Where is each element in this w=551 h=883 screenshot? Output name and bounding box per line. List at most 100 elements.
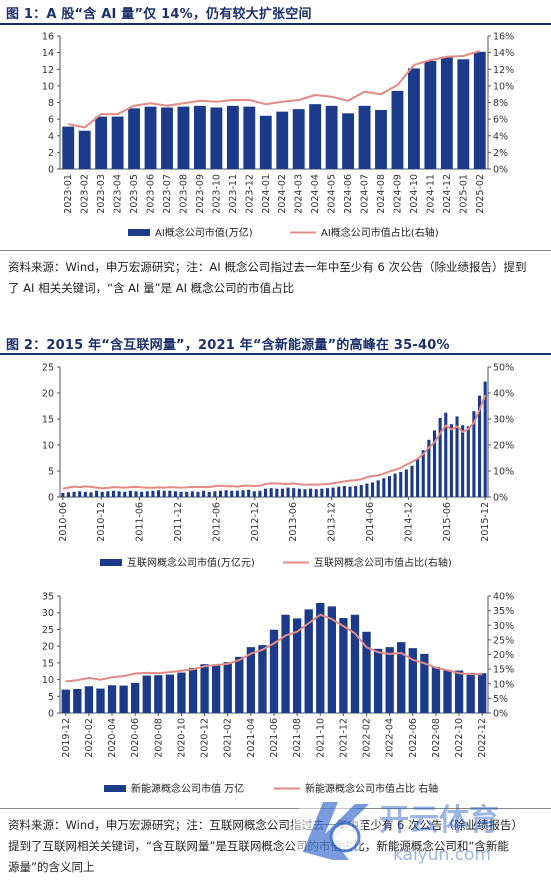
share-line: [62, 394, 487, 490]
x-tick-label: 2025-02: [475, 174, 486, 214]
x-tick-label: 2020-08: [153, 718, 164, 758]
figure-2-note-line-3: 源量”的含义同上: [8, 860, 95, 874]
bar: [292, 488, 296, 497]
bar: [399, 472, 403, 497]
bar: [119, 685, 128, 713]
legend-bar-swatch: [100, 559, 122, 566]
y-tick-label-right: 20%: [493, 650, 514, 661]
bar: [84, 686, 94, 713]
x-tick-label: 2022-04: [385, 718, 396, 758]
bar: [444, 412, 448, 497]
bar: [269, 629, 279, 713]
bar: [461, 425, 465, 497]
figure-1-note-line-2: 了 AI 相关关键词，“含 AI 量”是 AI 概念公司的市值占比: [8, 281, 295, 295]
x-tick-label: 2021-02: [223, 718, 234, 758]
x-tick-label: 2015-12: [480, 502, 491, 542]
bar: [472, 411, 476, 497]
bar: [252, 491, 256, 497]
bar: [454, 670, 464, 713]
bar: [173, 491, 177, 497]
share-line: [68, 50, 481, 129]
x-tick-label: 2020-04: [107, 718, 118, 758]
new-energy-chart: 0 5 10 15 20 25 30 35 0% 5% 10% 15% 20% 25% 30% 35% 40% 2…: [42, 592, 514, 796]
bar: [128, 108, 141, 169]
bar: [466, 672, 475, 713]
bar: [111, 116, 124, 169]
bar: [316, 603, 325, 713]
bar: [247, 489, 251, 497]
bar: [438, 417, 442, 497]
bar: [397, 642, 406, 713]
bar: [78, 491, 82, 497]
bar: [387, 476, 391, 497]
bar: [432, 430, 437, 497]
bar: [337, 486, 341, 497]
x-tick-label: 2023-12: [244, 174, 255, 214]
bar: [350, 614, 360, 713]
bar: [431, 666, 441, 713]
bar: [210, 107, 223, 169]
x-tick-label: 2024-04: [310, 174, 321, 214]
y-tick-label-left: 5: [48, 467, 54, 478]
legend-bar-swatch: [128, 229, 150, 236]
y-tick-label-right: 10%: [493, 467, 514, 478]
x-tick-label: 2023-09: [195, 174, 206, 214]
bar: [154, 675, 163, 713]
y-tick-label-right: 2%: [493, 148, 508, 159]
y-tick-label-right: 40%: [493, 592, 514, 603]
figure-2-note-line-1: 资料来源：Wind，申万宏源研究；注：互联网概念公司指过去一年中至少有 6 次公…: [8, 818, 524, 832]
legend-bar-label: 新能源概念公司市值 万亿: [131, 782, 244, 795]
bar: [348, 486, 352, 497]
watermark-logo: 开云体育 kaiyun.com: [292, 794, 499, 866]
ai-chart: 0 2 4 6 8 10 12 14 16 0% 2% 4% 6% 8% 10% 12% 14% 16% 2023-…: [42, 32, 514, 240]
bar: [440, 56, 453, 169]
bar: [275, 488, 279, 497]
figure-1-bottom-rule: [0, 250, 551, 251]
bar: [161, 107, 173, 169]
x-tick-label: 2022-02: [362, 718, 373, 758]
bar: [95, 490, 99, 497]
x-tick-label: 2014-12: [403, 502, 414, 542]
bar: [410, 465, 414, 497]
bar: [177, 672, 186, 713]
x-tick-label: 2010-12: [96, 502, 107, 542]
bar: [427, 439, 431, 497]
bar: [193, 105, 206, 169]
x-tick-label: 2024-10: [409, 174, 420, 214]
x-tick-label: 2024-08: [376, 174, 387, 214]
x-tick-label: 2011-12: [173, 502, 184, 542]
bar: [241, 490, 245, 497]
figure-1-title: 图 1：A 股“含 AI 量”仅 14%，仍有较大扩张空间: [6, 7, 312, 22]
bar: [78, 130, 91, 169]
bar: [407, 68, 420, 169]
bar: [123, 491, 127, 497]
bar: [339, 618, 348, 713]
y-tick-label-left: 0: [48, 493, 54, 504]
y-tick-label-right: 6%: [493, 115, 508, 126]
bar: [165, 674, 175, 713]
bar: [168, 490, 172, 497]
y-tick-label-right: 10%: [493, 679, 514, 690]
bar: [179, 491, 183, 497]
bar: [134, 491, 138, 497]
x-tick-label: 2020-06: [130, 718, 141, 758]
y-tick-label-left: 5: [48, 692, 54, 703]
y-tick-label-left: 6: [48, 115, 54, 126]
x-tick-label: 2022-08: [431, 718, 442, 758]
bar: [292, 109, 305, 169]
y-tick-label-left: 10: [42, 81, 54, 92]
bar: [96, 688, 105, 713]
x-tick-label: 2014-06: [365, 502, 376, 542]
x-tick-label: 2024-09: [392, 174, 403, 214]
bar: [443, 669, 452, 713]
x-tick-label: 2021-04: [246, 718, 257, 758]
x-tick-label: 2024-12: [442, 174, 453, 214]
bar: [286, 487, 290, 497]
bar: [111, 490, 116, 497]
bar: [196, 491, 200, 497]
x-tick-label: 2020-10: [176, 718, 187, 758]
bar: [457, 59, 470, 169]
x-tick-label: 2024-01: [261, 174, 272, 214]
x-tick-label: 2023-08: [178, 174, 189, 214]
x-tick-label: 2023-10: [211, 174, 222, 214]
